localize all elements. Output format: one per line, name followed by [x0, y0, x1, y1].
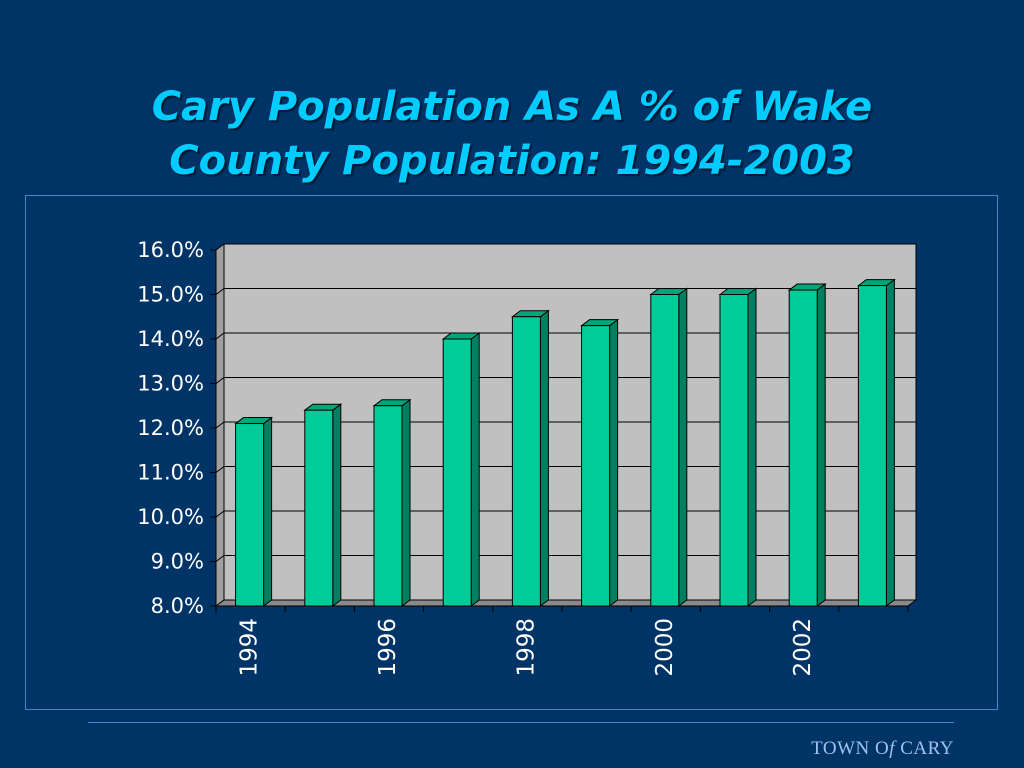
gridline-side	[215, 377, 225, 384]
slide-title: Cary Population As A % of Wake County Po…	[0, 80, 1024, 188]
gridline-side	[215, 555, 225, 562]
y-tick-label: 13.0%	[137, 372, 204, 396]
bar	[857, 285, 887, 607]
gridline-side	[215, 466, 225, 473]
bar	[304, 409, 334, 607]
y-tick-label: 11.0%	[137, 461, 204, 485]
x-tick-label: 1998	[513, 618, 539, 677]
bar-side	[263, 416, 273, 607]
bar-side	[470, 332, 480, 607]
bar-side	[747, 287, 757, 607]
y-tick-label: 10.0%	[137, 505, 204, 529]
y-tick-label: 16.0%	[137, 238, 204, 262]
chart-frame: 16.0% 15.0% 14.0% 13.0% 12.0% 11.0% 10.0% 9.0% 8…	[25, 195, 998, 710]
gridline-side	[215, 510, 225, 518]
bar	[650, 294, 680, 607]
gridline-side	[215, 288, 225, 295]
bar-side	[678, 287, 688, 607]
x-tick-label: 2002	[790, 618, 816, 677]
slide-title-line-2: County Population: 1994-2003	[169, 138, 855, 184]
y-tick-label: 14.0%	[137, 327, 204, 351]
bar-side	[401, 398, 411, 607]
bar-chart: 16.0% 15.0% 14.0% 13.0% 12.0% 11.0% 10.0% 9.0% 8…	[137, 238, 918, 677]
y-tick-label: 9.0%	[151, 550, 204, 574]
x-tick-label: 1994	[237, 618, 263, 677]
bar-side	[609, 318, 619, 607]
x-tick-label: 1996	[375, 618, 401, 677]
footer-brand: TOWN Of CARY	[811, 738, 954, 760]
bar	[511, 316, 541, 607]
y-tick-label: 12.0%	[137, 416, 204, 440]
y-tick-label: 15.0%	[137, 283, 204, 307]
gridline-side	[215, 332, 225, 340]
bar-side	[539, 309, 549, 607]
y-tick-label: 8.0%	[151, 594, 204, 618]
bar-side	[332, 403, 342, 607]
bar	[581, 325, 611, 607]
gridline-side	[215, 421, 225, 429]
bar-side	[885, 278, 895, 607]
bar	[442, 338, 472, 607]
footer-word-1: TOWN O	[811, 738, 890, 759]
slide-title-line-1: Cary Population As A % of Wake	[151, 84, 873, 130]
x-tick-label: 2000	[652, 618, 678, 677]
bar	[235, 423, 265, 607]
footer-italic: f	[889, 738, 895, 759]
bar	[373, 405, 403, 607]
footer-divider	[88, 722, 954, 723]
bar	[788, 289, 818, 607]
bar	[719, 294, 749, 607]
footer-word-2: CARY	[895, 738, 954, 759]
bar-side	[816, 283, 826, 607]
